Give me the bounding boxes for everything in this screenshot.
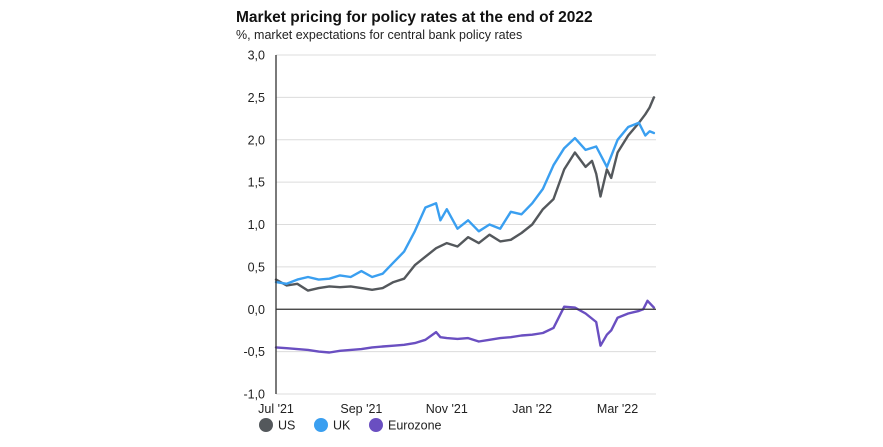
y-tick-label: -1,0 [243, 388, 265, 402]
y-tick-labels: -1,0 -0,5 0,0 0,5 1,0 1,5 2,0 2,5 3,0 [243, 49, 265, 402]
y-tick-label: 1,0 [248, 218, 265, 232]
legend: US UK Eurozone [259, 418, 442, 433]
x-tick-label: Nov '21 [426, 402, 468, 416]
x-tick-label: Sep '21 [340, 402, 382, 416]
axes [275, 55, 656, 394]
x-tick-labels: Jul '21 Sep '21 Nov '21 Jan '22 Mar '22 [258, 402, 638, 416]
y-tick-label: 0,5 [248, 260, 265, 274]
series-line-uk [274, 121, 656, 285]
y-tick-label: 2,5 [248, 91, 265, 105]
x-tick-label: Jan '22 [512, 402, 552, 416]
legend-marker-eurozone [369, 418, 383, 432]
y-tick-label: 0,0 [248, 303, 265, 317]
legend-marker-uk [314, 418, 328, 432]
chart-title: Market pricing for policy rates at the e… [236, 9, 593, 26]
series-line-us [274, 96, 656, 292]
x-tick-label: Mar '22 [597, 402, 638, 416]
legend-label-uk: UK [333, 419, 351, 433]
series-lines [274, 96, 656, 354]
chart-subtitle: %, market expectations for central bank … [236, 28, 523, 42]
y-tick-label: -0,5 [243, 345, 265, 359]
legend-marker-us [259, 418, 273, 432]
y-tick-label: 1,5 [248, 176, 265, 190]
series-line-eurozone [274, 299, 656, 354]
legend-label-eurozone: Eurozone [388, 419, 442, 433]
y-tick-label: 2,0 [248, 133, 265, 147]
legend-label-us: US [278, 419, 295, 433]
x-tick-label: Jul '21 [258, 402, 294, 416]
y-tick-label: 3,0 [248, 49, 265, 63]
